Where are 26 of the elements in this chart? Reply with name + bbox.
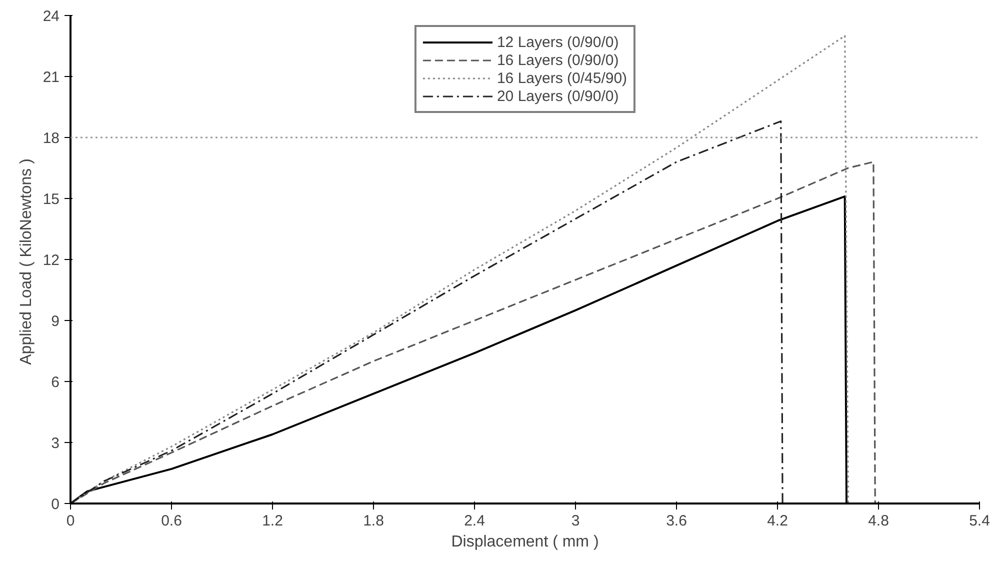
legend-label: 16 Layers (0/45/90) xyxy=(496,69,628,87)
line-series xyxy=(70,120,784,504)
y-tick-label: 6 xyxy=(51,374,60,391)
x-tick-label: 2.4 xyxy=(464,512,485,530)
y-tick-label: 3 xyxy=(51,435,60,452)
y-tick-label: 0 xyxy=(51,496,60,513)
legend-label: 20 Layers (0/90/0) xyxy=(496,87,619,105)
y-tick-label: 9 xyxy=(51,313,60,330)
legend-label: 12 Layers (0/90/0) xyxy=(496,33,619,51)
x-tick-label: 0.6 xyxy=(161,512,182,530)
y-tick-label: 18 xyxy=(42,130,60,147)
y-tick-label: 15 xyxy=(42,191,60,208)
y-axis-title: Applied Load ( KiloNewtons ) xyxy=(18,158,35,365)
x-tick-label: 5.4 xyxy=(969,512,990,530)
legend-label: 16 Layers (0/90/0) xyxy=(496,51,619,69)
x-axis-title: Displacement ( mm ) xyxy=(451,534,599,550)
x-tick-label: 1.8 xyxy=(363,512,384,530)
x-tick-label: 1.2 xyxy=(262,512,283,530)
y-tick-label: 24 xyxy=(42,8,60,25)
x-tick-label: 3.6 xyxy=(666,512,687,530)
x-tick-label: 3 xyxy=(571,512,580,530)
x-tick-label: 4.2 xyxy=(767,512,788,530)
y-tick-label: 12 xyxy=(42,252,60,269)
x-tick-label: 0 xyxy=(66,512,75,530)
x-tick-label: 4.8 xyxy=(868,512,889,530)
y-tick-label: 21 xyxy=(42,69,60,86)
